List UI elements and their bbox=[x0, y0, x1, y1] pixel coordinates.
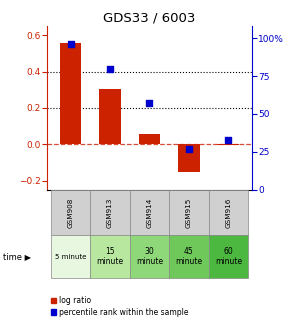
Point bbox=[108, 66, 112, 71]
Text: 30
minute: 30 minute bbox=[136, 247, 163, 267]
Point bbox=[68, 42, 73, 47]
Bar bbox=[90, 235, 130, 278]
Bar bbox=[178, 144, 200, 172]
Bar bbox=[90, 190, 130, 235]
Bar bbox=[169, 190, 209, 235]
Point bbox=[147, 101, 152, 106]
Text: 15
minute: 15 minute bbox=[96, 247, 124, 267]
Bar bbox=[217, 144, 239, 145]
Bar bbox=[130, 235, 169, 278]
Bar bbox=[169, 235, 209, 278]
Title: GDS33 / 6003: GDS33 / 6003 bbox=[103, 12, 196, 25]
Bar bbox=[209, 235, 248, 278]
Text: time ▶: time ▶ bbox=[3, 252, 31, 261]
Bar bbox=[209, 190, 248, 235]
Text: 60
minute: 60 minute bbox=[215, 247, 242, 267]
Bar bbox=[99, 89, 121, 144]
Text: GSM908: GSM908 bbox=[68, 198, 74, 228]
Bar bbox=[51, 190, 90, 235]
Bar bbox=[139, 134, 160, 144]
Bar bbox=[51, 235, 90, 278]
Text: 5 minute: 5 minute bbox=[55, 254, 86, 260]
Point bbox=[187, 146, 191, 151]
Text: GSM916: GSM916 bbox=[225, 198, 231, 228]
Point bbox=[226, 137, 231, 142]
Legend: log ratio, percentile rank within the sample: log ratio, percentile rank within the sa… bbox=[51, 296, 189, 317]
Bar bbox=[60, 43, 81, 144]
Text: GSM915: GSM915 bbox=[186, 198, 192, 228]
Text: GSM913: GSM913 bbox=[107, 198, 113, 228]
Text: GSM914: GSM914 bbox=[146, 198, 152, 228]
Text: 45
minute: 45 minute bbox=[175, 247, 202, 267]
Bar bbox=[130, 190, 169, 235]
